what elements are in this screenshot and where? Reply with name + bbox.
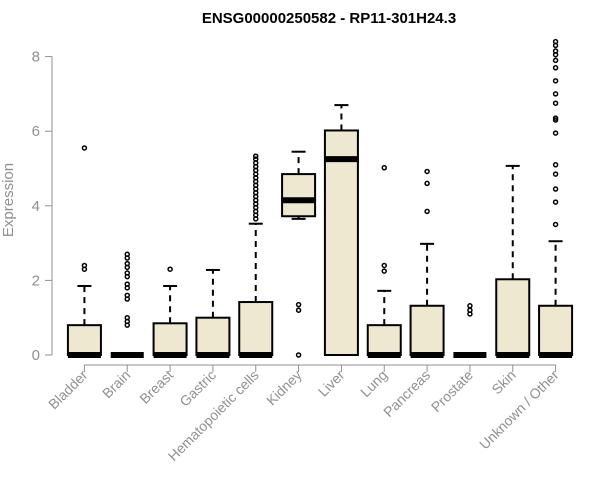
outlier-point: [124, 251, 130, 258]
outlier-point: [124, 314, 130, 321]
outlier-point: [552, 100, 559, 106]
outlier-point: [552, 186, 559, 192]
box-kidney: [281, 150, 317, 358]
outlier-point: [552, 199, 559, 205]
outlier-point: [552, 162, 559, 168]
x-tick-label: Lung: [357, 367, 390, 400]
outlier-point: [381, 165, 387, 171]
y-tick-label: 0: [32, 347, 40, 364]
x-tick-label: Pancreas: [380, 367, 433, 420]
box-series: [66, 38, 574, 358]
outlier-point: [124, 292, 130, 299]
x-tick-label: Bladder: [45, 367, 91, 413]
x-tick-label: Kidney: [263, 367, 305, 409]
box-body: [152, 322, 188, 357]
outlier-point: [81, 262, 88, 269]
box-bladder: [66, 145, 102, 358]
outlier-point: [467, 307, 473, 313]
x-tick-label: Liver: [315, 367, 348, 400]
y-tick-label: 4: [32, 198, 40, 215]
outlier-point: [552, 171, 559, 177]
box-body: [495, 278, 531, 357]
outlier-point: [552, 130, 559, 136]
box-prostate: [453, 303, 487, 358]
outlier-point: [295, 307, 302, 313]
box-brain: [110, 251, 144, 358]
y-tick-label: 6: [32, 123, 40, 140]
outlier-point: [552, 221, 559, 228]
box-body: [281, 173, 317, 218]
outlier-point: [467, 303, 473, 309]
outlier-point: [167, 266, 173, 272]
box-hematopoietic-cells: [238, 153, 274, 358]
box-body: [195, 316, 231, 357]
y-axis-label: Expression: [0, 163, 17, 237]
x-tick-label: Skin: [488, 367, 519, 398]
box-skin: [495, 164, 531, 358]
box-body: [538, 304, 574, 357]
outlier-point: [253, 156, 259, 162]
box-body: [323, 129, 359, 356]
x-tick-label: Gastric: [176, 367, 219, 410]
outlier-point: [552, 57, 559, 64]
y-tick-label: 2: [32, 272, 40, 289]
y-tick-label: 8: [32, 49, 40, 66]
box-breast: [152, 266, 188, 358]
outlier-point: [424, 168, 430, 175]
outlier-point: [552, 78, 559, 84]
box-body: [409, 304, 445, 357]
outlier-point: [381, 262, 387, 269]
outlier-point: [424, 180, 430, 187]
box-liver: [323, 104, 359, 356]
x-tick-label: Prostate: [428, 367, 476, 415]
outlier-point: [81, 145, 88, 151]
outlier-point: [124, 270, 130, 276]
box-body: [238, 301, 274, 356]
box-lung: [366, 165, 402, 358]
outlier-point: [552, 115, 559, 121]
x-tick-label: Unknown / Other: [476, 367, 562, 453]
y-axis: 0 2 4 6 8: [32, 49, 53, 364]
outlier-point: [124, 260, 130, 267]
outlier-point: [253, 153, 259, 159]
outlier-point: [552, 65, 559, 71]
outlier-point: [424, 208, 430, 215]
x-tick-label: Breast: [136, 367, 176, 407]
x-tick-label: Brain: [99, 367, 133, 401]
outlier-point: [124, 281, 130, 287]
box-body: [366, 324, 402, 357]
outlier-point: [295, 352, 302, 358]
outlier-point: [552, 48, 559, 54]
outlier-point: [295, 301, 302, 308]
outlier-point: [552, 38, 559, 45]
box-pancreas: [409, 168, 445, 358]
box-gastric: [195, 268, 231, 358]
box-body: [66, 324, 102, 357]
chart-title: ENSG00000250582 - RP11-301H24.3: [202, 10, 456, 27]
outlier-point: [552, 91, 559, 97]
outlier-point: [381, 268, 387, 274]
box-unknown-other: [538, 38, 574, 358]
